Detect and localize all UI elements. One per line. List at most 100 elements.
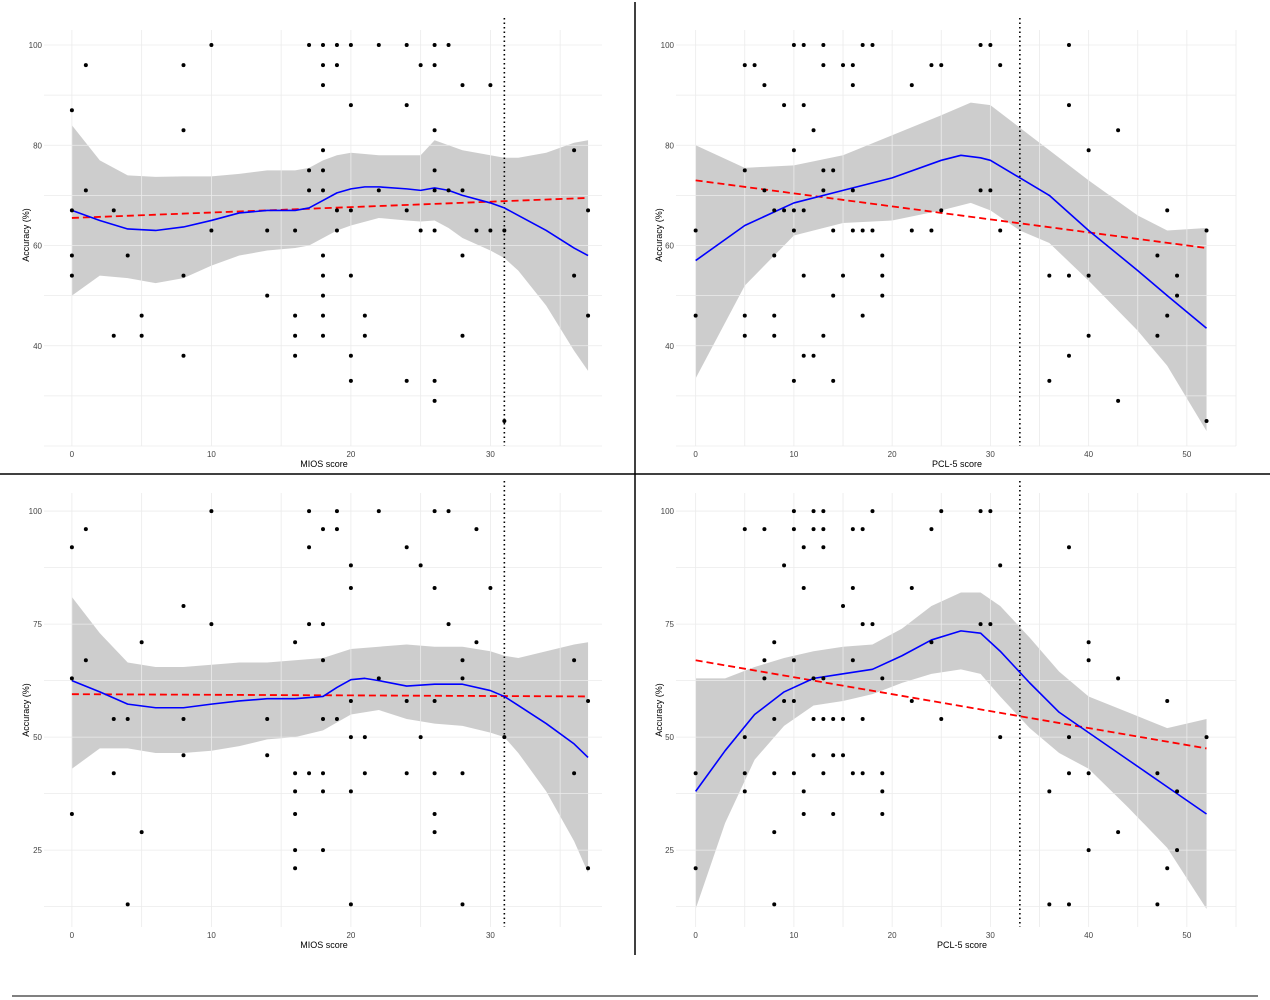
data-point <box>376 188 381 193</box>
data-point <box>293 333 298 338</box>
data-point <box>69 545 74 550</box>
data-point <box>334 527 339 532</box>
data-point <box>880 293 885 298</box>
data-point <box>293 771 298 776</box>
data-point <box>321 273 325 278</box>
data-point <box>1086 333 1091 338</box>
data-point <box>811 717 816 722</box>
data-point <box>801 789 806 794</box>
data-point <box>821 509 826 514</box>
panel-top-right: 0 10 20 30 40 50 40 60 80 100 PCL-5 score Accurac… <box>654 18 1237 469</box>
data-point <box>860 228 865 233</box>
data-point <box>978 188 983 193</box>
data-point <box>850 771 855 776</box>
data-point <box>321 771 325 776</box>
data-point <box>265 717 270 722</box>
data-point <box>376 676 381 681</box>
linear-fit-line <box>695 179 1207 249</box>
data-point <box>909 228 914 233</box>
data-point <box>572 273 577 278</box>
panel-bottom-left: 0 10 20 30 25 50 75 100 MIOS score Accuracy (%) <box>21 481 602 950</box>
data-point <box>572 148 577 153</box>
data-point <box>432 509 437 514</box>
data-point <box>831 228 836 233</box>
linear-fit-line <box>71 197 589 219</box>
data-point <box>929 527 934 532</box>
data-point <box>209 509 214 514</box>
linear-fit-line <box>695 659 1207 750</box>
data-point <box>1086 658 1091 663</box>
data-point <box>860 771 865 776</box>
data-point <box>69 108 74 113</box>
data-point <box>831 753 836 758</box>
data-point <box>939 509 944 514</box>
data-point <box>880 811 885 816</box>
data-point <box>69 676 74 681</box>
data-point <box>801 353 806 358</box>
data-point <box>293 228 298 233</box>
data-point <box>752 63 757 68</box>
data-point <box>460 83 465 88</box>
data-point <box>432 811 437 816</box>
loess-fit-line <box>695 630 1207 815</box>
y-axis-title: Accuracy (%) <box>21 683 31 737</box>
data-point <box>1066 273 1071 278</box>
data-point <box>432 128 437 133</box>
data-point <box>742 313 747 318</box>
data-point <box>307 168 312 173</box>
data-point <box>1175 789 1180 794</box>
data-point <box>1116 128 1121 133</box>
data-point <box>432 168 437 173</box>
data-point <box>1175 293 1180 298</box>
data-point <box>265 293 270 298</box>
data-point <box>348 103 353 108</box>
data-point <box>1116 676 1121 681</box>
data-point <box>1155 771 1160 776</box>
data-point <box>870 228 875 233</box>
data-point <box>860 313 865 318</box>
data-point <box>432 398 437 403</box>
confidence-band <box>695 592 1207 909</box>
data-point <box>139 830 144 835</box>
data-point <box>772 253 777 258</box>
data-point <box>801 273 806 278</box>
data-point <box>860 622 865 627</box>
y-axis-title: Accuracy (%) <box>654 683 664 737</box>
y-tick-label: 60 <box>665 242 674 251</box>
y-tick-label: 100 <box>661 507 675 516</box>
data-point <box>293 866 298 871</box>
x-tick-label: 30 <box>486 450 495 459</box>
y-tick-label: 25 <box>33 846 42 855</box>
data-point <box>821 43 826 48</box>
data-point <box>572 771 577 776</box>
data-point <box>432 378 437 383</box>
data-point <box>1165 866 1170 871</box>
data-point <box>460 771 465 776</box>
x-tick-label: 20 <box>888 931 897 940</box>
data-point <box>791 658 796 663</box>
data-point <box>939 63 944 68</box>
y-tick-label: 50 <box>665 733 674 742</box>
data-point <box>988 622 993 627</box>
data-point <box>334 43 339 48</box>
data-point <box>1175 273 1180 278</box>
data-point <box>811 753 816 758</box>
data-point <box>348 353 353 358</box>
data-point <box>209 228 214 233</box>
data-point <box>432 830 437 835</box>
data-point <box>586 698 591 703</box>
data-point <box>742 168 747 173</box>
data-point <box>265 753 270 758</box>
data-point <box>348 789 353 794</box>
data-point <box>811 128 816 133</box>
x-tick-label: 20 <box>346 450 355 459</box>
data-point <box>880 771 885 776</box>
data-point <box>418 563 423 568</box>
data-point <box>321 293 325 298</box>
data-point <box>321 148 325 153</box>
data-point <box>860 717 865 722</box>
x-axis-title: PCL-5 score <box>932 459 982 469</box>
data-point <box>831 717 836 722</box>
data-point <box>811 527 816 532</box>
data-point <box>139 313 144 318</box>
